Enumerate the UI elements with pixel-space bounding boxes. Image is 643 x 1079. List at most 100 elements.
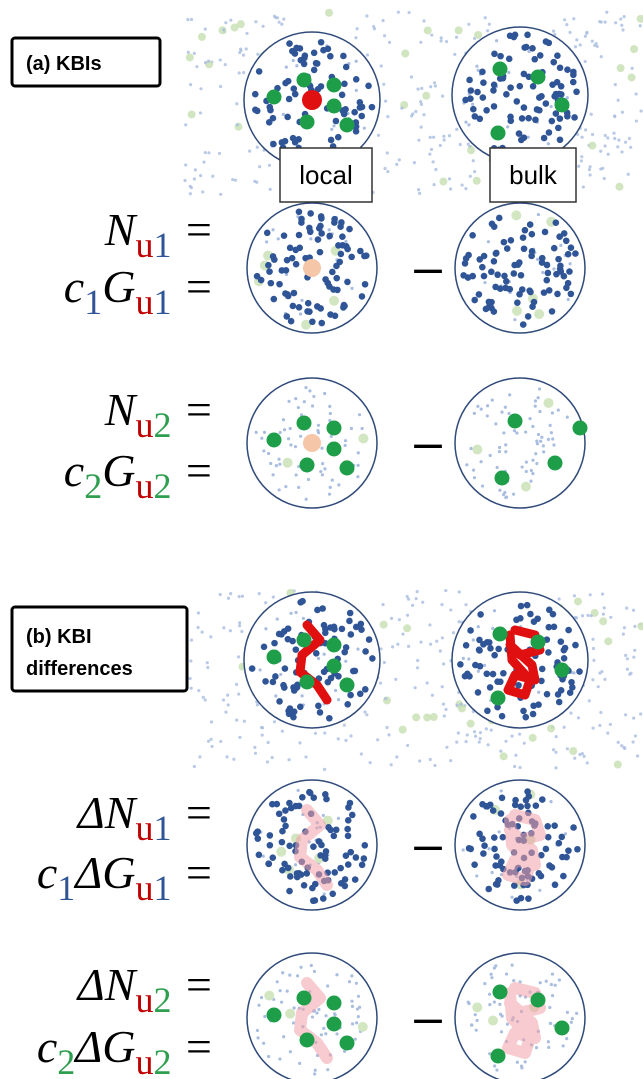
solvent-blue: [627, 173, 630, 176]
solvent-dot: [468, 87, 475, 94]
solvent-dot: [518, 137, 525, 144]
solvent-faint: [262, 1042, 265, 1045]
solvent-faint: [551, 411, 554, 414]
solvent-dot: [467, 627, 474, 634]
solvent-faint: [358, 413, 361, 416]
equation-part: =: [171, 261, 214, 312]
solvent-green: [500, 752, 508, 760]
cosolvent: [327, 442, 342, 457]
solvent-blue: [599, 150, 602, 153]
solvent-dot: [322, 276, 329, 283]
solvent-faint: [491, 871, 494, 874]
solvent-blue: [461, 183, 464, 186]
solvent-dot: [476, 637, 483, 644]
solvent-faint: [356, 475, 359, 478]
solvent-faint: [524, 430, 527, 433]
solvent-faint: [486, 404, 489, 407]
solvent-dot: [309, 318, 316, 325]
solvent-faint: [545, 980, 548, 983]
solvent-faint: [475, 1019, 478, 1022]
solvent-blue: [240, 630, 243, 633]
cosolvent: [555, 663, 570, 678]
solvent-dot: [352, 668, 359, 675]
cosolvent: [327, 1017, 342, 1032]
solvent-blue: [410, 75, 413, 78]
solvent-dot: [298, 871, 305, 878]
solvent-faint: [516, 1061, 519, 1064]
solvent-faint: [504, 450, 507, 453]
solvent-dot: [525, 313, 532, 320]
solvent-blue: [238, 595, 241, 598]
solvent-faint: [549, 424, 552, 427]
solvent-blue: [606, 732, 609, 735]
solvent-blue: [207, 151, 210, 154]
solvent-dot: [563, 854, 570, 861]
cosolvent: [300, 115, 315, 130]
solvent-dot: [292, 139, 299, 146]
equation-part: c: [64, 445, 84, 496]
minus-sign: –: [414, 816, 442, 872]
solvent-dot: [497, 862, 504, 869]
solvent-dot: [317, 249, 324, 256]
solvent-dot: [345, 861, 352, 868]
solvent-blue: [202, 160, 205, 163]
solvent-blue: [473, 730, 476, 733]
solvent-faint: [481, 484, 484, 487]
solvent-blue: [189, 192, 192, 195]
solvent-blue: [238, 621, 241, 624]
solvent-faint: [487, 847, 490, 850]
solvent-blue: [210, 720, 213, 723]
solvent-green: [455, 26, 463, 34]
solvent-dot: [268, 280, 275, 287]
solvent-faint: [503, 491, 506, 494]
solvent-dot: [297, 599, 304, 606]
solvent-dot: [543, 100, 550, 107]
solvent-blue: [445, 40, 448, 43]
solvent-blue: [391, 645, 394, 648]
solvent-blue: [490, 729, 493, 732]
solvent-faint: [344, 439, 347, 442]
solvent-blue: [604, 21, 607, 24]
solvent-blue: [554, 751, 557, 754]
solvent-faint: [498, 446, 501, 449]
solvent-dot: [551, 245, 558, 252]
solvent-blue: [632, 717, 635, 720]
cosolvent-faint: [472, 445, 482, 455]
solvent-blue: [189, 677, 192, 680]
solvent-faint: [515, 431, 518, 434]
solvent-blue: [222, 698, 225, 701]
cosolvent: [491, 126, 506, 141]
equation-part: =: [171, 787, 214, 838]
solvent-blue: [632, 609, 635, 612]
solvent-faint: [357, 995, 360, 998]
solvent-blue: [622, 633, 625, 636]
solvent-dot: [341, 302, 348, 309]
solvent-dot: [345, 833, 352, 840]
solvent-dot: [541, 289, 548, 296]
solvent-faint: [323, 892, 326, 895]
solvent-dot: [472, 662, 479, 669]
solvent-blue: [193, 52, 196, 55]
solvent-green: [401, 49, 409, 57]
solvent-dot: [533, 802, 540, 809]
solvent-blue: [239, 48, 242, 51]
solvent-blue: [189, 659, 192, 662]
solvent-faint: [483, 982, 486, 985]
solvent-blue: [238, 736, 241, 739]
solvent-dot: [518, 895, 525, 902]
cosolvent: [495, 471, 510, 486]
cosolvent: [267, 90, 282, 105]
cosolvent: [297, 73, 312, 88]
cosolvent: [327, 996, 342, 1011]
solvent-dot: [537, 52, 544, 59]
solvent-faint: [474, 1013, 477, 1016]
solvent-blue: [600, 55, 603, 58]
solvent-dot: [261, 644, 268, 651]
solvent-dot: [309, 885, 316, 892]
solvent-blue: [580, 136, 583, 139]
solvent-dot: [471, 297, 478, 304]
solvent-dot: [570, 824, 577, 831]
solvent-blue: [429, 85, 432, 88]
solvent-dot: [353, 76, 360, 83]
solvent-green: [473, 177, 481, 185]
